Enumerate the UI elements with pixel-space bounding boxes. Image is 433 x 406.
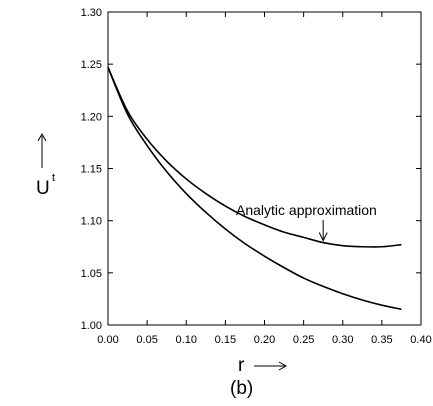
series-line-2 [107, 66, 402, 311]
ticks: 0.00 0.05 0.10 0.15 0.20 0.25 0.30 0.35 0.40 1.00… [81, 7, 432, 346]
series-line-1 [107, 66, 402, 248]
y-tick-label: 1.10 [81, 216, 102, 228]
annotation-text: Analytic approximation [236, 202, 377, 218]
y-tick-label: 1.15 [81, 164, 102, 176]
x-tick-label: 0.20 [254, 334, 275, 346]
y-axis-arrowhead [37, 132, 47, 142]
x-tick-label: 0.10 [176, 334, 197, 346]
chart-caption: (b) [230, 378, 253, 399]
x-axis-label-group: r [238, 355, 288, 376]
plot-frame [107, 11, 422, 326]
y-tick-label: 1.20 [81, 111, 102, 123]
x-tick-label: 0.40 [410, 334, 431, 346]
x-axis-arrowhead [278, 361, 288, 371]
y-axis-label-group: U t [36, 132, 55, 199]
annotation-group: Analytic approximation [236, 202, 377, 242]
y-tick-label: 1.25 [81, 59, 102, 71]
x-tick-label: 0.25 [293, 334, 314, 346]
x-tick-label: 0.05 [136, 334, 157, 346]
annotation-arrowhead [318, 232, 328, 242]
y-tick-label: 1.05 [81, 268, 102, 280]
x-tick-label: 0.35 [371, 334, 392, 346]
y-tick-label: 1.30 [81, 7, 102, 19]
y-tick-label: 1.00 [81, 320, 102, 332]
y-axis-label-superscript: t [52, 172, 55, 184]
x-tick-label: 0.15 [215, 334, 236, 346]
x-axis-label: r [238, 355, 245, 376]
y-axis-label: U [36, 178, 50, 199]
x-tick-label: 0.00 [97, 334, 118, 346]
x-tick-label: 0.30 [332, 334, 353, 346]
series-layer [107, 66, 402, 311]
